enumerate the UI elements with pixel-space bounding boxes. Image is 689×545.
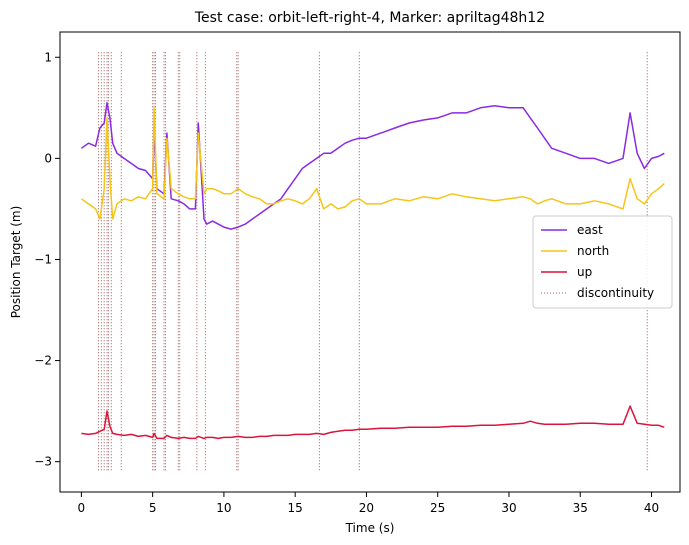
series-east-line — [80, 102, 665, 230]
legend: east north up discontinuity — [532, 215, 673, 309]
x-axis-label: Time (s) — [345, 521, 395, 535]
x-tick-label: 35 — [573, 501, 588, 515]
y-tick-label: 1 — [44, 50, 52, 64]
x-tick-label: 10 — [216, 501, 231, 515]
y-tick-label: 0 — [44, 151, 52, 165]
series-north-line — [80, 107, 665, 220]
legend-box — [532, 215, 673, 309]
legend-label: up — [577, 265, 592, 279]
legend-label: east — [577, 223, 603, 237]
y-tick-label: −1 — [34, 252, 52, 266]
x-tick-label: 40 — [644, 501, 659, 515]
plot-frame — [59, 31, 681, 493]
x-tick-label: 20 — [359, 501, 374, 515]
chart-title: Test case: orbit-left-right-4, Marker: a… — [194, 10, 545, 26]
legend-label: discontinuity — [577, 286, 654, 300]
x-tick-label: 25 — [430, 501, 445, 515]
x-tick-label: 15 — [288, 501, 303, 515]
series-up-line — [81, 405, 665, 440]
y-tick-label: −2 — [34, 354, 52, 368]
legend-label: north — [577, 244, 609, 258]
x-tick-label: 30 — [501, 501, 516, 515]
x-tick-label: 0 — [78, 501, 86, 515]
x-tick-label: 5 — [149, 501, 157, 515]
y-axis-label: Position Target (m) — [9, 206, 23, 319]
y-tick-label: −3 — [34, 455, 52, 469]
